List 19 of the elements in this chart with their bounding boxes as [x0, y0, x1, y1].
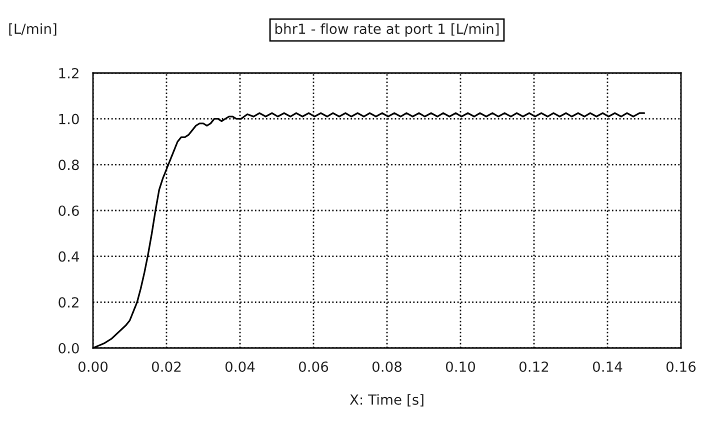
x-tick-label: 0.08	[372, 361, 402, 372]
y-tick-label: 1.0	[59, 114, 79, 124]
y-tick-label: 0.0	[58, 342, 79, 354]
x-tick-label: 0.06	[298, 361, 328, 372]
x-tick-label: 0.12	[519, 361, 548, 372]
chart-title: bhr1 - flow rate at port 1 [L/min]	[275, 23, 499, 37]
y-tick-label: 0.8	[58, 160, 79, 170]
x-tick-label: 0.00	[78, 361, 108, 372]
x-tick-label: 0.04	[225, 361, 255, 372]
x-tick-label: 0.16	[666, 361, 696, 372]
x-tick-label: 0.02	[152, 361, 181, 372]
x-tick-label: 0.14	[592, 361, 622, 372]
y-tick-label: 0.2	[58, 297, 78, 308]
y-axis-title: [L/min]	[9, 23, 56, 36]
x-tick-label: 0.10	[446, 361, 476, 372]
y-tick-label: 0.4	[58, 251, 80, 262]
y-tick-label: 1.2	[59, 68, 78, 78]
x-axis-title: X: Time [s]	[350, 394, 424, 406]
y-tick-label: 0.6	[58, 205, 79, 216]
